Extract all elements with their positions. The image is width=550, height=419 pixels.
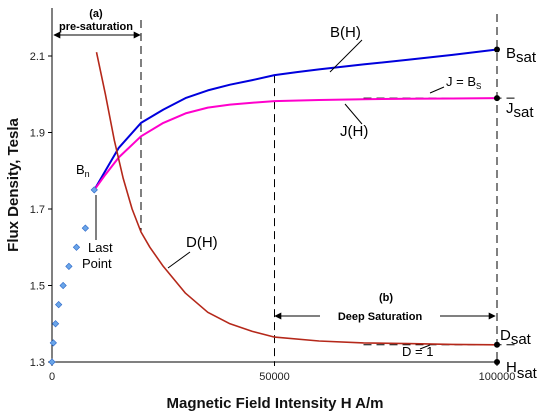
curve-label-b: B(H) [330, 24, 361, 41]
measured-point-3 [55, 301, 63, 309]
curve-label-d: D(H) [186, 234, 218, 251]
h-sat-label: Hsat [506, 359, 538, 382]
j-sat-label: Jsat [506, 100, 534, 121]
measured-point-4 [59, 281, 67, 290]
x-tick-label-0: 0 [49, 371, 55, 383]
y-tick-label-1: 1.5 [30, 281, 45, 293]
d-curve [95, 52, 498, 346]
d-sat-dot [494, 341, 500, 348]
b-sat-dot [494, 46, 500, 53]
y-axis-label: Flux Density, Tesla [5, 118, 22, 252]
b-sat-label: Bsat [506, 45, 537, 66]
j-sat-dot [494, 95, 500, 102]
b-curve [93, 48, 498, 191]
d-label-leader [167, 251, 191, 269]
measured-point-1 [49, 339, 57, 347]
h-sat-dot [494, 359, 500, 365]
d-eq-1-label: D = 1 [402, 344, 433, 359]
curve-label-j: J(H) [340, 123, 368, 140]
x-axis-label: Magnetic Field Intensity H A/m [167, 395, 384, 412]
y-tick-label-2: 1.7 [30, 204, 45, 216]
last-point-label-1: Last [88, 240, 113, 255]
y-tick-label-0: 1.3 [30, 357, 45, 369]
x-tick-label-1: 50000 [259, 371, 290, 383]
j-eq-bs-leader [429, 86, 445, 94]
j-eq-bs-label: J = BS [446, 74, 481, 91]
measured-point-8 [90, 186, 98, 194]
j-curve [93, 97, 498, 191]
bn-label: Bn [76, 162, 90, 179]
b-label-leader [329, 39, 363, 73]
measured-point-6 [72, 243, 81, 251]
label-b: (b) [379, 292, 393, 304]
y-tick-label-3: 1.9 [30, 128, 45, 140]
y-tick-label-4: 2.1 [30, 51, 45, 63]
d-eq-1-leader [419, 344, 431, 350]
measured-point-7 [81, 224, 89, 232]
measured-point-0 [48, 358, 56, 366]
last-point-label-2: Point [82, 256, 112, 271]
pre-saturation-label: pre-saturation [59, 21, 133, 33]
deep-saturation-label: Deep Saturation [338, 311, 423, 323]
d-sat-label: Dsat [500, 327, 532, 348]
measured-point-5 [65, 262, 73, 270]
x-tick-label-2: 100000 [479, 371, 516, 383]
j-label-leader [344, 103, 363, 125]
measured-point-2 [51, 320, 60, 328]
label-a: (a) [89, 8, 103, 20]
